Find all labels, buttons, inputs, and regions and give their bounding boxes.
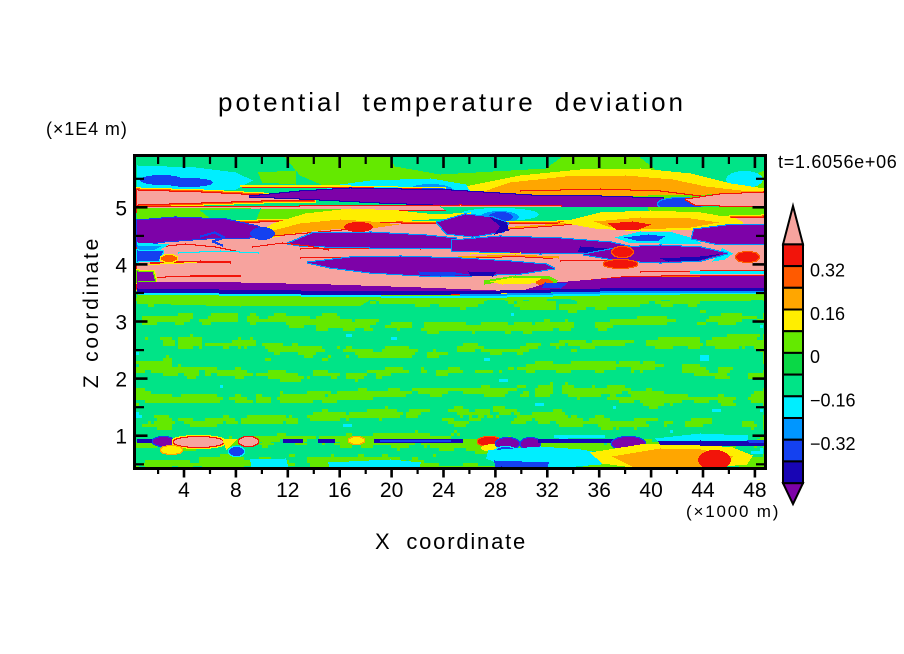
svg-text:2: 2 bbox=[115, 369, 127, 392]
svg-text:20: 20 bbox=[380, 479, 403, 502]
svg-text:28: 28 bbox=[484, 479, 507, 502]
svg-text:3: 3 bbox=[115, 312, 127, 335]
svg-text:4: 4 bbox=[178, 479, 190, 502]
svg-text:5: 5 bbox=[115, 197, 127, 220]
svg-text:16: 16 bbox=[328, 479, 351, 502]
svg-text:0: 0 bbox=[810, 347, 820, 367]
svg-text:1: 1 bbox=[115, 426, 127, 449]
svg-text:4: 4 bbox=[115, 254, 127, 277]
svg-text:8: 8 bbox=[230, 479, 242, 502]
svg-text:0.16: 0.16 bbox=[810, 304, 845, 324]
svg-text:Z coordinate: Z coordinate bbox=[80, 236, 103, 388]
svg-text:48: 48 bbox=[743, 479, 766, 502]
svg-text:(×1000 m): (×1000 m) bbox=[686, 502, 780, 521]
svg-text:−0.16: −0.16 bbox=[810, 391, 856, 411]
svg-text:(×1E4 m): (×1E4 m) bbox=[46, 119, 128, 139]
svg-text:32: 32 bbox=[536, 479, 559, 502]
svg-text:−0.32: −0.32 bbox=[810, 434, 856, 454]
svg-text:12: 12 bbox=[276, 479, 299, 502]
svg-text:potential temperature deviatio: potential temperature deviation bbox=[218, 87, 686, 117]
svg-text:0.32: 0.32 bbox=[810, 260, 845, 280]
svg-text:36: 36 bbox=[588, 479, 611, 502]
svg-text:44: 44 bbox=[691, 479, 715, 502]
svg-text:24: 24 bbox=[432, 479, 456, 502]
svg-text:40: 40 bbox=[639, 479, 662, 502]
svg-text:X coordinate: X coordinate bbox=[375, 529, 527, 554]
svg-text:t=1.6056e+06: t=1.6056e+06 bbox=[778, 152, 898, 172]
